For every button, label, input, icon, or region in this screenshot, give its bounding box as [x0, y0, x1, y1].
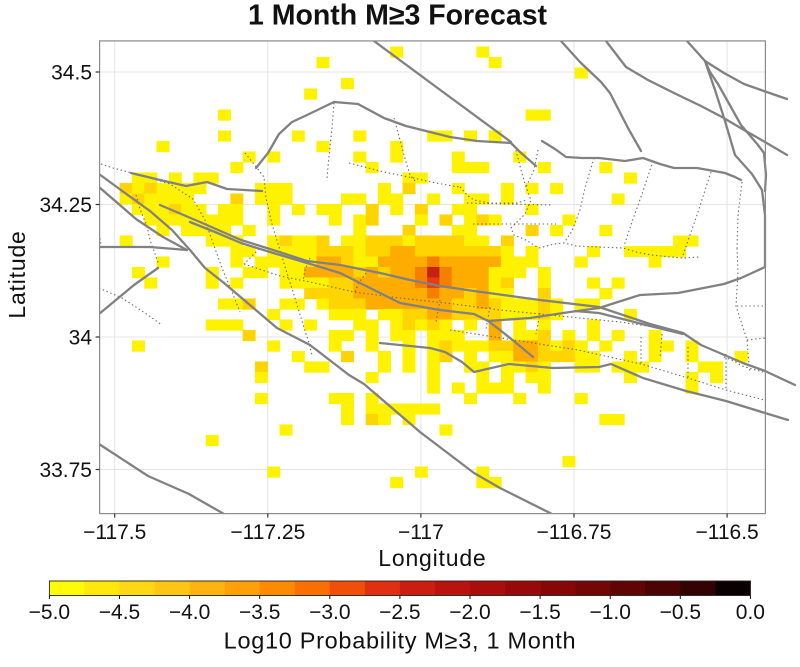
svg-text:−1.5: −1.5	[519, 601, 560, 624]
svg-text:33.75: 33.75	[39, 459, 92, 482]
svg-text:−5.0: −5.0	[29, 601, 70, 624]
svg-text:−2.0: −2.0	[449, 601, 490, 624]
svg-text:−117.5: −117.5	[83, 521, 146, 544]
svg-text:−116.5: −116.5	[695, 521, 758, 544]
svg-text:1 Month M≥3 Forecast: 1 Month M≥3 Forecast	[248, 0, 548, 32]
svg-text:0.0: 0.0	[736, 601, 765, 624]
svg-text:−4.0: −4.0	[169, 601, 210, 624]
svg-text:−0.5: −0.5	[660, 601, 701, 624]
svg-text:34.25: 34.25	[39, 194, 92, 217]
svg-text:−117.25: −117.25	[230, 521, 305, 544]
svg-text:Longitude: Longitude	[378, 545, 486, 571]
svg-text:−116.75: −116.75	[537, 521, 612, 544]
svg-text:−3.0: −3.0	[309, 601, 350, 624]
svg-text:Log10 Probability M≥3, 1 Month: Log10 Probability M≥3, 1 Month	[224, 628, 577, 654]
svg-text:−117: −117	[398, 521, 444, 544]
svg-text:−3.5: −3.5	[239, 601, 280, 624]
svg-text:34: 34	[69, 327, 93, 350]
svg-text:−2.5: −2.5	[379, 601, 420, 624]
svg-text:Latitude: Latitude	[4, 230, 30, 318]
svg-text:34.5: 34.5	[51, 62, 92, 85]
svg-text:−1.0: −1.0	[589, 601, 630, 624]
svg-text:−4.5: −4.5	[99, 601, 140, 624]
